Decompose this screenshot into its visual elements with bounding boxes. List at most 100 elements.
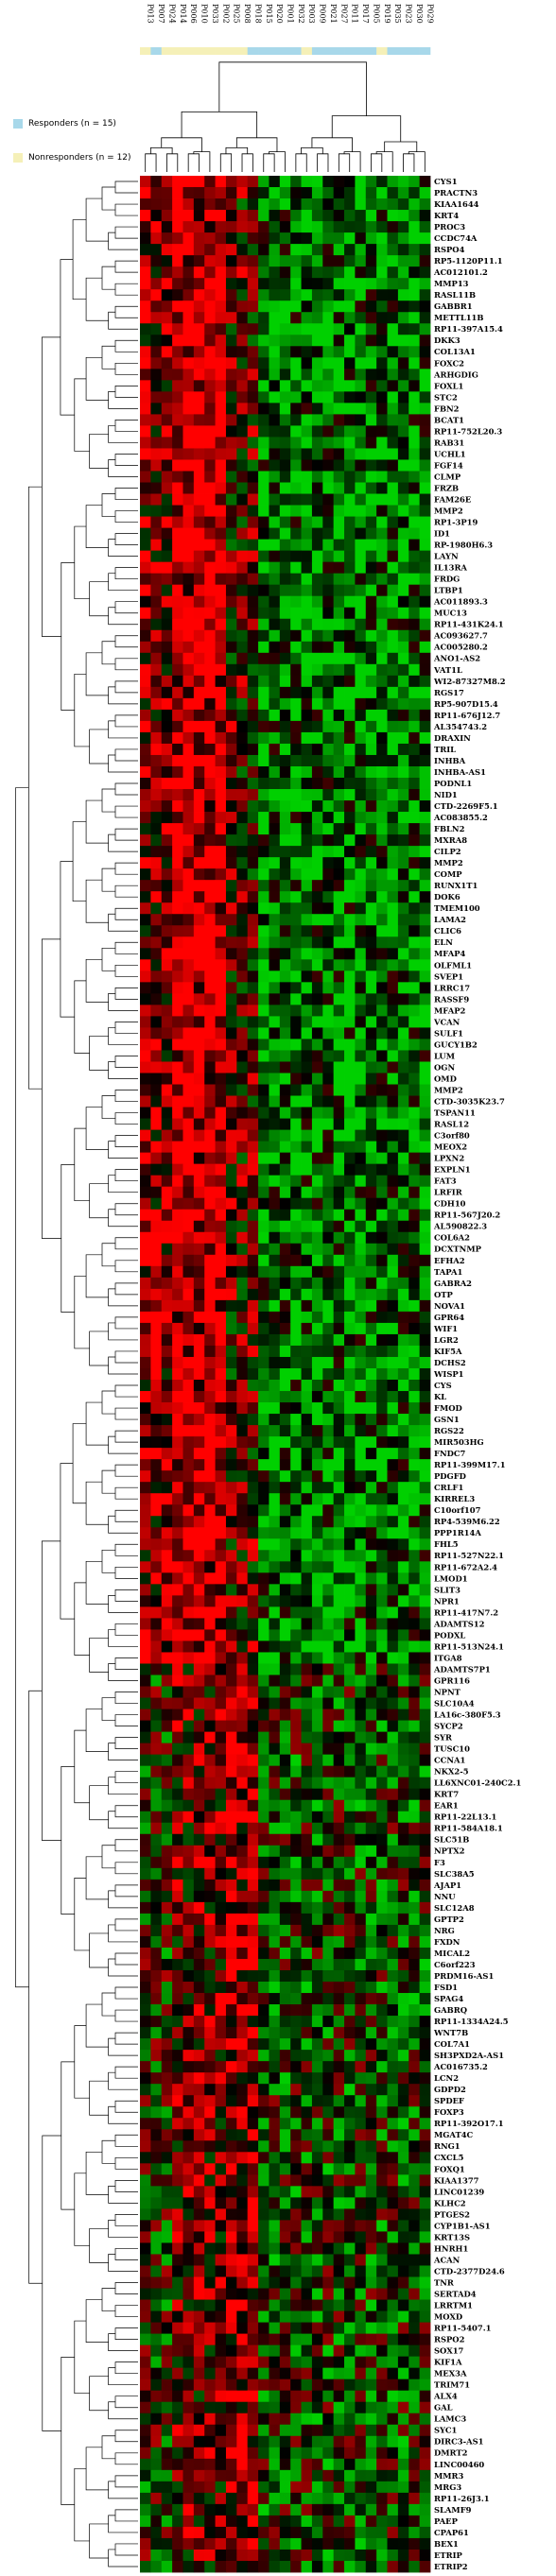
heatmap-cell: [269, 1777, 281, 1790]
heatmap-cell: [258, 380, 269, 392]
dendrogram-branch: [295, 153, 307, 172]
heatmap-cell: [301, 641, 313, 654]
heatmap-cell: [172, 1436, 183, 1449]
heatmap-cell: [269, 2061, 281, 2073]
heatmap-cell: [355, 857, 367, 869]
heatmap-cell: [408, 1402, 421, 1415]
heatmap-cell: [290, 857, 302, 869]
heatmap-cell: [258, 1220, 269, 1233]
heatmap-cell: [419, 959, 431, 971]
heatmap-cell: [365, 1345, 377, 1358]
heatmap-cell: [204, 448, 216, 460]
heatmap-cell: [269, 1356, 281, 1369]
heatmap-cell: [355, 1833, 367, 1846]
heatmap-cell: [140, 1969, 151, 1983]
heatmap-cell: [376, 1777, 388, 1790]
heatmap-cell: [419, 539, 431, 552]
heatmap-cell: [269, 629, 281, 643]
heatmap-cell: [408, 1197, 421, 1211]
heatmap-cell: [150, 1391, 163, 1403]
heatmap-cell: [247, 335, 259, 347]
heatmap-cell: [215, 198, 227, 211]
heatmap-cell: [322, 629, 335, 643]
heatmap-cell: [225, 1414, 237, 1426]
heatmap-cell: [301, 846, 313, 858]
heatmap-cell: [301, 1175, 313, 1188]
heatmap-cell: [376, 675, 388, 688]
heatmap-cell: [419, 2118, 431, 2130]
heatmap-cell: [376, 255, 388, 267]
dendrogram-branch: [114, 1112, 138, 1125]
heatmap-cell: [182, 1322, 195, 1335]
heatmap-cell: [344, 357, 356, 369]
heatmap-cell: [215, 2061, 227, 2073]
heatmap-cell: [301, 1391, 313, 1403]
heatmap-cell: [344, 834, 356, 847]
heatmap-cell: [258, 1141, 269, 1154]
sample-label: P029: [426, 4, 434, 24]
heatmap-cell: [376, 2140, 388, 2153]
heatmap-cell: [322, 800, 335, 813]
heatmap-cell: [247, 925, 259, 937]
heatmap-cell: [140, 2152, 151, 2164]
heatmap-cell: [311, 982, 323, 994]
heatmap-cell: [172, 1595, 183, 1607]
heatmap-cell: [161, 1958, 173, 1971]
heatmap-cell: [215, 2118, 227, 2130]
heatmap-cell: [419, 255, 431, 267]
heatmap-cell: [140, 403, 151, 415]
heatmap-cell: [236, 1993, 249, 2005]
heatmap-cell: [290, 1811, 302, 1824]
heatmap-cell: [387, 902, 399, 915]
heatmap-cell: [258, 221, 269, 233]
heatmap-cell: [236, 2140, 249, 2153]
heatmap-cell: [204, 1913, 216, 1926]
heatmap-cell: [172, 1118, 183, 1130]
heatmap-cell: [225, 1005, 237, 1017]
heatmap-cell: [193, 1743, 205, 1756]
heatmap-cell: [301, 663, 313, 677]
heatmap-cell: [355, 686, 367, 699]
heatmap-cell: [290, 1606, 302, 1619]
heatmap-cell: [236, 1504, 249, 1517]
heatmap-cell: [344, 2106, 356, 2119]
heatmap-cell: [172, 1061, 183, 1073]
heatmap-cell: [365, 618, 377, 631]
heatmap-cell: [225, 1107, 237, 1119]
heatmap-cell: [408, 652, 421, 665]
heatmap-cell: [225, 1799, 237, 1812]
heatmap-cell: [419, 1550, 431, 1562]
dendrogram-branch: [343, 151, 361, 172]
heatmap-cell: [215, 857, 227, 869]
heatmap-cell: [376, 641, 388, 654]
heatmap-cell: [258, 1538, 269, 1551]
heatmap-cell: [225, 2050, 237, 2062]
sample-label: P007: [157, 4, 165, 24]
heatmap-cell: [236, 1391, 249, 1403]
heatmap-cell: [161, 198, 173, 211]
heatmap-cell: [333, 1584, 345, 1596]
heatmap-cell: [387, 255, 399, 267]
heatmap-cell: [301, 1982, 313, 1994]
heatmap-cell: [225, 1777, 237, 1790]
heatmap-cell: [387, 1640, 399, 1653]
heatmap-cell: [365, 414, 377, 426]
heatmap-cell: [419, 1606, 431, 1619]
heatmap-cell: [269, 1061, 281, 1073]
heatmap-cell: [269, 1709, 281, 1721]
heatmap-cell: [258, 800, 269, 813]
heatmap-cell: [322, 221, 335, 233]
heatmap-cell: [355, 765, 367, 779]
dendrogram-branch: [114, 635, 138, 648]
heatmap-cell: [236, 1107, 249, 1119]
heatmap-cell: [258, 482, 269, 494]
heatmap-cell: [419, 210, 431, 222]
heatmap-cell: [247, 289, 259, 301]
heatmap-cell: [419, 697, 431, 711]
dendrogram-branch: [114, 1169, 138, 1182]
heatmap-cell: [311, 221, 323, 233]
heatmap-cell: [140, 1833, 151, 1846]
heatmap-cell: [387, 800, 399, 813]
heatmap-cell: [322, 970, 335, 983]
heatmap-cell: [269, 1391, 281, 1403]
